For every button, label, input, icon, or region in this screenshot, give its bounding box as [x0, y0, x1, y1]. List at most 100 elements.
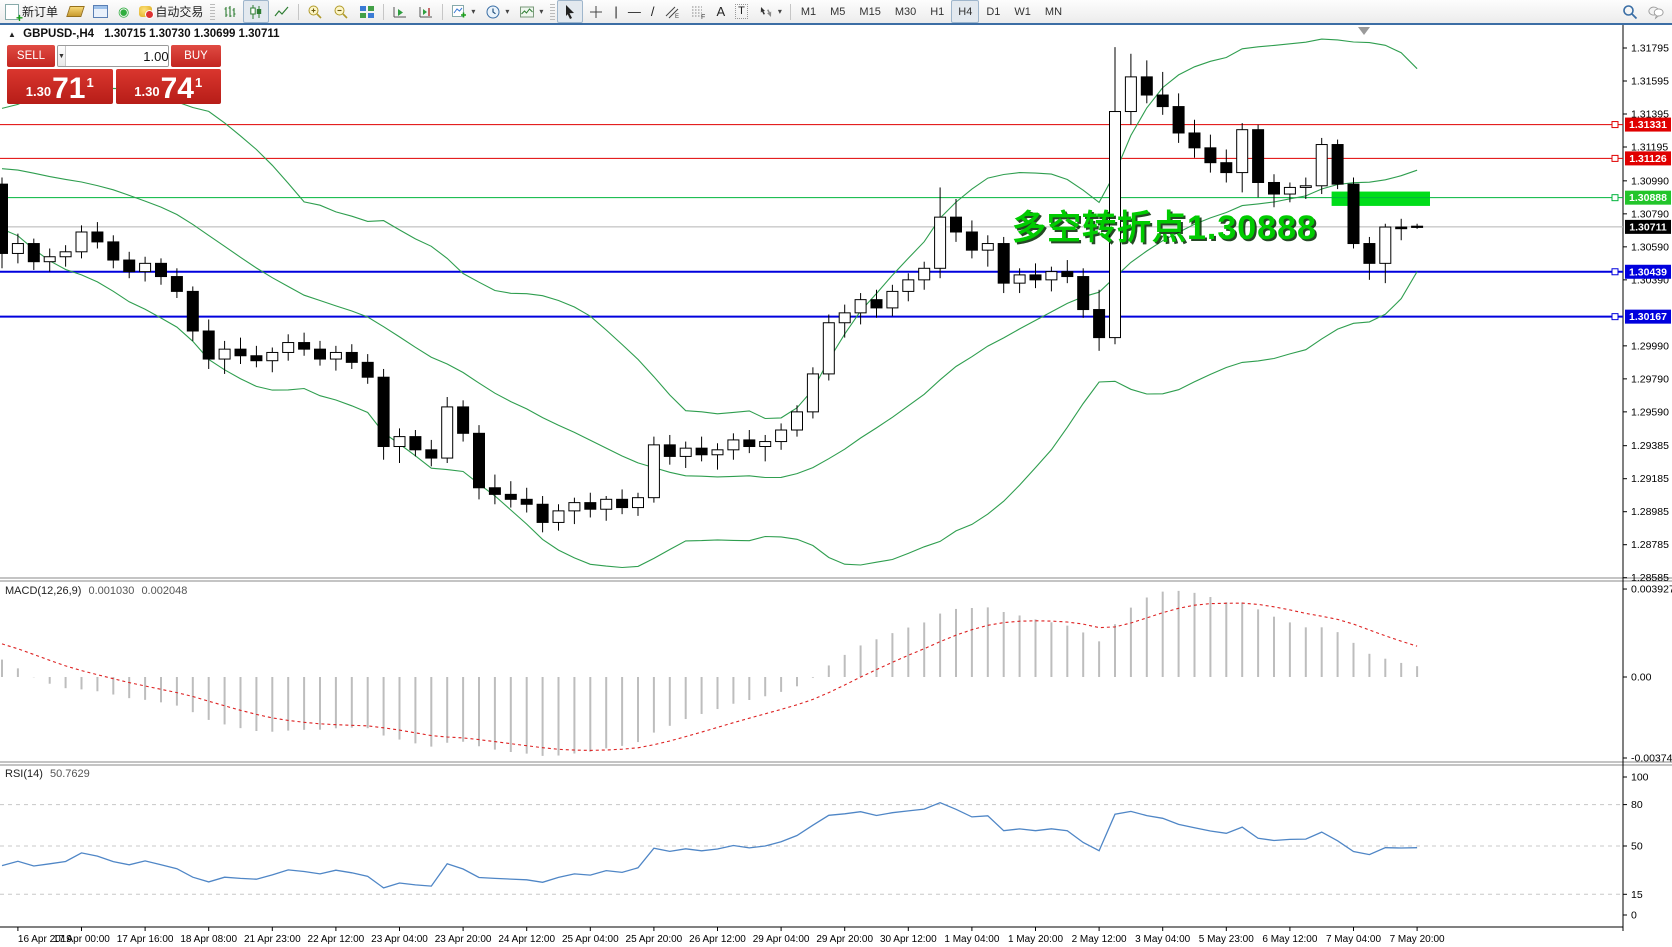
- time-tick-label: 29 Apr 20:00: [816, 934, 873, 945]
- fibonacci-tool-button[interactable]: F: [685, 0, 711, 23]
- horizontal-line-tool-button[interactable]: —: [623, 0, 646, 23]
- sell-button[interactable]: SELL: [7, 45, 55, 67]
- line-anchor-marker[interactable]: [1611, 121, 1619, 129]
- templates-caret-icon: ▾: [539, 7, 544, 16]
- tab-timeframe-h1[interactable]: H1: [930, 5, 945, 18]
- text-tool-button[interactable]: A: [711, 0, 730, 23]
- line-anchor-marker[interactable]: [1611, 194, 1619, 202]
- tab-timeframe-h4[interactable]: H4: [951, 0, 980, 23]
- indicators-icon: [452, 4, 467, 17]
- price-badge: [1625, 219, 1671, 234]
- time-tick-label: 5 May 23:00: [1199, 934, 1254, 945]
- candle-bullish: [568, 502, 581, 512]
- marketwatch-button[interactable]: [63, 0, 88, 23]
- candle-bearish: [1220, 162, 1233, 174]
- new-order-label: 新订单: [22, 5, 59, 19]
- indicators-button[interactable]: ▾: [446, 0, 480, 23]
- time-tick-label: 23 Apr 20:00: [435, 934, 492, 945]
- channel-tool-button[interactable]: E: [659, 0, 685, 23]
- candle-bullish: [600, 498, 613, 510]
- tile-windows-icon: [360, 5, 375, 18]
- bar-chart-button[interactable]: [217, 0, 243, 23]
- line-anchor-marker[interactable]: [1611, 268, 1619, 276]
- toolbar-handle: [210, 3, 216, 20]
- navigator-button[interactable]: [88, 0, 113, 23]
- autotrading-button[interactable]: 自动交易: [134, 0, 208, 23]
- svg-text:E: E: [675, 14, 679, 20]
- candle-bearish: [1331, 144, 1344, 185]
- price-tick-label: 1.31795: [1631, 43, 1669, 55]
- line-chart-icon: [274, 6, 289, 16]
- label-tool-button[interactable]: T: [730, 0, 753, 23]
- highlight-rectangle[interactable]: [1331, 191, 1430, 206]
- candle-bearish: [1077, 276, 1090, 311]
- chart-shift-button[interactable]: [413, 0, 439, 23]
- price-badge-label: 1.31331: [1629, 119, 1667, 131]
- time-tick-label: 16 Apr 2019: [18, 934, 72, 945]
- tab-timeframe-m30[interactable]: M30: [894, 5, 917, 18]
- volume-input[interactable]: [65, 46, 168, 66]
- candle-bullish: [393, 436, 406, 448]
- zoom-out-button[interactable]: [328, 0, 354, 23]
- chat-icon[interactable]: [1648, 4, 1664, 20]
- candlestick-chart-button[interactable]: [243, 0, 270, 23]
- tab-timeframe-mn[interactable]: MN: [1044, 5, 1063, 18]
- candle-bearish: [950, 216, 962, 233]
- line-anchor-marker[interactable]: [1611, 154, 1619, 162]
- vertical-line-icon: |: [614, 4, 618, 19]
- time-tick-label: 6 May 12:00: [1262, 934, 1317, 945]
- new-order-button[interactable]: + 新订单: [0, 0, 63, 24]
- candle-bullish: [43, 256, 56, 263]
- time-tick-label: 26 Apr 12:00: [689, 934, 746, 945]
- macd-tick-label: 0.00: [1631, 672, 1652, 684]
- candle-bearish: [0, 183, 8, 254]
- candle-bearish: [536, 503, 549, 523]
- arrows-tool-button[interactable]: ▾: [753, 0, 787, 23]
- clock-icon: [486, 5, 500, 18]
- tab-timeframe-m5[interactable]: M5: [830, 5, 846, 18]
- line-anchor-marker[interactable]: [1611, 313, 1619, 321]
- sell-price-button[interactable]: 1.30 71 1: [7, 69, 113, 104]
- buy-button[interactable]: BUY: [171, 45, 221, 67]
- templates-button[interactable]: ▾: [514, 0, 548, 23]
- volume-decrease-button[interactable]: ▼: [58, 46, 66, 66]
- candle-bullish: [75, 231, 88, 253]
- candle-bearish: [520, 498, 533, 505]
- candle-bearish: [1188, 132, 1201, 149]
- tab-timeframe-m1[interactable]: M1: [800, 5, 817, 18]
- collapse-panel-icon[interactable]: ▲: [8, 30, 16, 39]
- time-tick-label: 7 May 04:00: [1326, 934, 1381, 945]
- price-badge-label: 1.30439: [1629, 266, 1667, 278]
- candle-bearish: [250, 355, 263, 362]
- time-tick-label: 23 Apr 04:00: [371, 934, 428, 945]
- candle-bearish: [1204, 147, 1217, 164]
- crosshair-tool-button[interactable]: [583, 0, 609, 23]
- search-icon[interactable]: [1622, 4, 1638, 20]
- price-badge: [1625, 151, 1671, 166]
- time-tick-label: 30 Apr 12:00: [880, 934, 937, 945]
- candle-bearish: [695, 447, 708, 456]
- cursor-tool-button[interactable]: [557, 0, 584, 23]
- crosshair-icon: [590, 5, 603, 18]
- zoom-in-button[interactable]: [302, 0, 328, 23]
- candle-bearish: [997, 243, 1010, 284]
- line-chart-button[interactable]: [269, 0, 295, 23]
- candle-bullish: [11, 243, 24, 254]
- tab-timeframe-w1[interactable]: W1: [1014, 5, 1031, 18]
- tab-timeframe-d1[interactable]: D1: [986, 5, 1001, 18]
- tile-windows-button[interactable]: [354, 0, 380, 23]
- price-tick-label: 1.29790: [1631, 373, 1669, 385]
- toolbar-handle: [550, 3, 556, 20]
- periods-button[interactable]: ▾: [480, 0, 514, 23]
- buy-price-button[interactable]: 1.30 74 1: [115, 69, 221, 104]
- auto-scroll-button[interactable]: [387, 0, 413, 23]
- chart-shift-marker: [1358, 27, 1370, 35]
- rsi-tick-label: 100: [1631, 772, 1649, 784]
- signals-button[interactable]: ◉: [113, 0, 134, 23]
- tab-timeframe-m15[interactable]: M15: [859, 5, 881, 18]
- svg-text:F: F: [701, 14, 705, 20]
- time-tick-label: 25 Apr 20:00: [626, 934, 683, 945]
- vertical-line-tool-button[interactable]: |: [609, 0, 622, 23]
- trendline-tool-button[interactable]: /: [646, 0, 660, 23]
